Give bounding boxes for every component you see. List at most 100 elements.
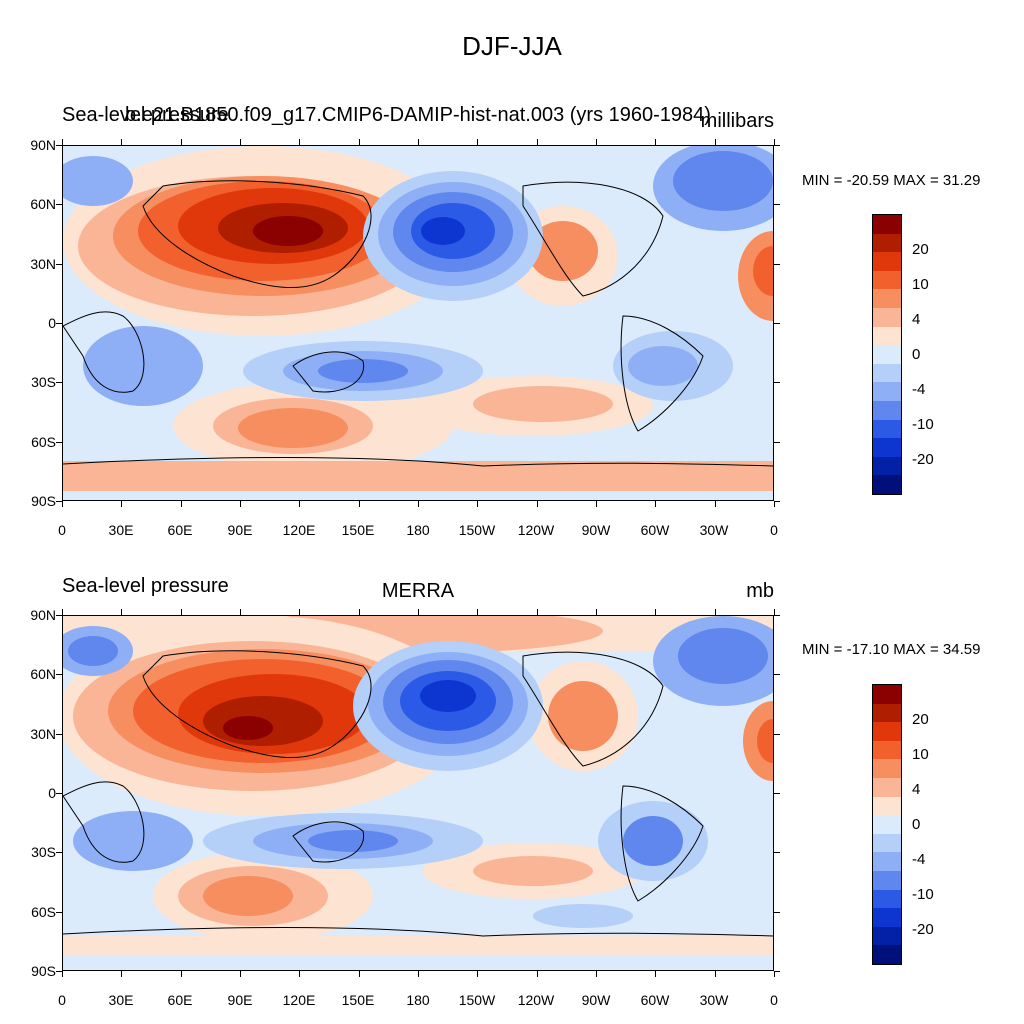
panel1-colorbar-label: 4 xyxy=(912,311,921,328)
axis-tick xyxy=(299,971,301,977)
panel1-lon-label: 0 xyxy=(770,522,778,538)
panel1-colorbar xyxy=(872,214,902,495)
axis-tick xyxy=(774,852,780,854)
panel2-units: mb xyxy=(746,580,774,602)
axis-tick xyxy=(180,139,182,145)
axis-tick xyxy=(56,793,62,794)
panel1-colorbar-label: -4 xyxy=(912,381,926,398)
colorbar-swatch xyxy=(873,345,901,364)
panel1-lon-label: 180 xyxy=(406,522,430,538)
axis-tick xyxy=(56,674,62,676)
colorbar-swatch xyxy=(873,945,901,964)
colorbar-swatch xyxy=(873,215,901,234)
panel2-colorbar xyxy=(872,684,902,965)
axis-tick xyxy=(536,139,538,145)
axis-tick xyxy=(180,609,182,615)
colorbar-swatch xyxy=(873,870,901,890)
panel2-lon-label: 150E xyxy=(341,992,375,1008)
colorbar-swatch xyxy=(873,307,901,327)
panel1-lon-label: 30E xyxy=(108,522,134,538)
panel1-center-title: b.e21.B1850.f09_g17.CMIP6-DAMIP-hist-nat… xyxy=(125,104,711,126)
axis-tick xyxy=(180,971,182,977)
panel2-lon-label: 60E xyxy=(167,992,193,1008)
axis-tick xyxy=(56,852,62,854)
colorbar-swatch xyxy=(873,796,901,816)
panel2-lon-label: 60W xyxy=(640,992,670,1008)
axis-tick xyxy=(655,501,657,507)
colorbar-swatch xyxy=(873,759,901,778)
axis-tick xyxy=(774,971,780,972)
colorbar-swatch xyxy=(873,289,901,308)
panel2-colorbar-label: 10 xyxy=(912,746,929,763)
panel2-minmax: MIN = -17.10 MAX = 34.59 xyxy=(802,641,980,658)
panel1-min: MIN = -20.59 xyxy=(802,172,890,189)
panel2-lon-label: 180 xyxy=(406,992,430,1008)
panel2-lon-label: 0 xyxy=(770,992,778,1008)
axis-tick xyxy=(56,323,62,324)
colorbar-swatch xyxy=(873,382,901,401)
panel1-max: MAX = 31.29 xyxy=(893,172,981,189)
axis-tick xyxy=(56,382,62,384)
axis-tick xyxy=(418,501,419,507)
colorbar-swatch xyxy=(873,252,901,271)
axis-tick xyxy=(56,615,62,616)
colorbar-swatch xyxy=(873,270,901,290)
axis-tick xyxy=(121,139,123,145)
axis-tick xyxy=(358,971,360,977)
panel1-lon-label: 60W xyxy=(640,522,670,538)
panel2-lon-label: 120E xyxy=(282,992,316,1008)
panel2-map-svg xyxy=(63,616,773,970)
axis-tick xyxy=(714,139,716,145)
axis-tick xyxy=(121,971,123,977)
panel1-colorbar-label: 20 xyxy=(912,241,929,258)
axis-tick xyxy=(56,145,62,146)
axis-tick xyxy=(655,971,657,977)
panel1-colorbar-label: -10 xyxy=(912,416,934,433)
colorbar-swatch xyxy=(873,685,901,704)
figure-title: DJF-JJA xyxy=(462,31,562,61)
axis-tick xyxy=(536,501,538,507)
panel1-lon-label: 90E xyxy=(227,522,253,538)
axis-tick xyxy=(714,609,716,615)
panel2-lon-label: 90E xyxy=(227,992,253,1008)
axis-tick xyxy=(56,971,62,972)
axis-tick xyxy=(121,501,123,507)
axis-tick xyxy=(774,609,775,615)
colorbar-swatch xyxy=(873,438,901,457)
panel2-map xyxy=(62,615,774,971)
colorbar-swatch xyxy=(873,740,901,760)
panel2-colorbar-label: 4 xyxy=(912,781,921,798)
panel1-units: millibars xyxy=(700,110,774,132)
panel2-lat-label: 60N xyxy=(30,666,56,682)
axis-tick xyxy=(62,139,63,145)
colorbar-swatch xyxy=(873,908,901,927)
axis-tick xyxy=(56,501,62,502)
panel2-colorbar-label: -10 xyxy=(912,886,934,903)
axis-tick xyxy=(358,501,360,507)
panel2-lat-label: 90N xyxy=(30,607,56,623)
panel1-lon-label: 60E xyxy=(167,522,193,538)
colorbar-swatch xyxy=(873,703,901,723)
panel1-lon-label: 0 xyxy=(58,522,66,538)
panel2-left-title: Sea-level pressure xyxy=(62,575,229,597)
panel2-colorbar-label: -4 xyxy=(912,851,926,868)
colorbar-swatch xyxy=(873,833,901,853)
axis-tick xyxy=(774,441,780,443)
panel2-colorbar-label: -20 xyxy=(912,921,934,938)
panel1-lat-label: 30S xyxy=(31,374,56,390)
panel2-colorbar-label: 0 xyxy=(912,816,921,833)
panel2-lat-label: 60S xyxy=(31,904,56,920)
panel1-lat-label: 60S xyxy=(31,434,56,450)
panel2-lon-label: 30E xyxy=(108,992,134,1008)
axis-tick xyxy=(62,501,63,507)
panel1-colorbar-label: 0 xyxy=(912,346,921,363)
axis-tick xyxy=(62,609,63,615)
axis-tick xyxy=(418,139,419,145)
colorbar-swatch xyxy=(873,419,901,439)
axis-tick xyxy=(536,609,538,615)
axis-tick xyxy=(477,971,479,977)
axis-tick xyxy=(240,501,241,507)
panel2-lat-label: 0 xyxy=(48,785,56,801)
panel2-max: MAX = 34.59 xyxy=(893,641,981,658)
panel1-lon-label: 150W xyxy=(458,522,496,538)
